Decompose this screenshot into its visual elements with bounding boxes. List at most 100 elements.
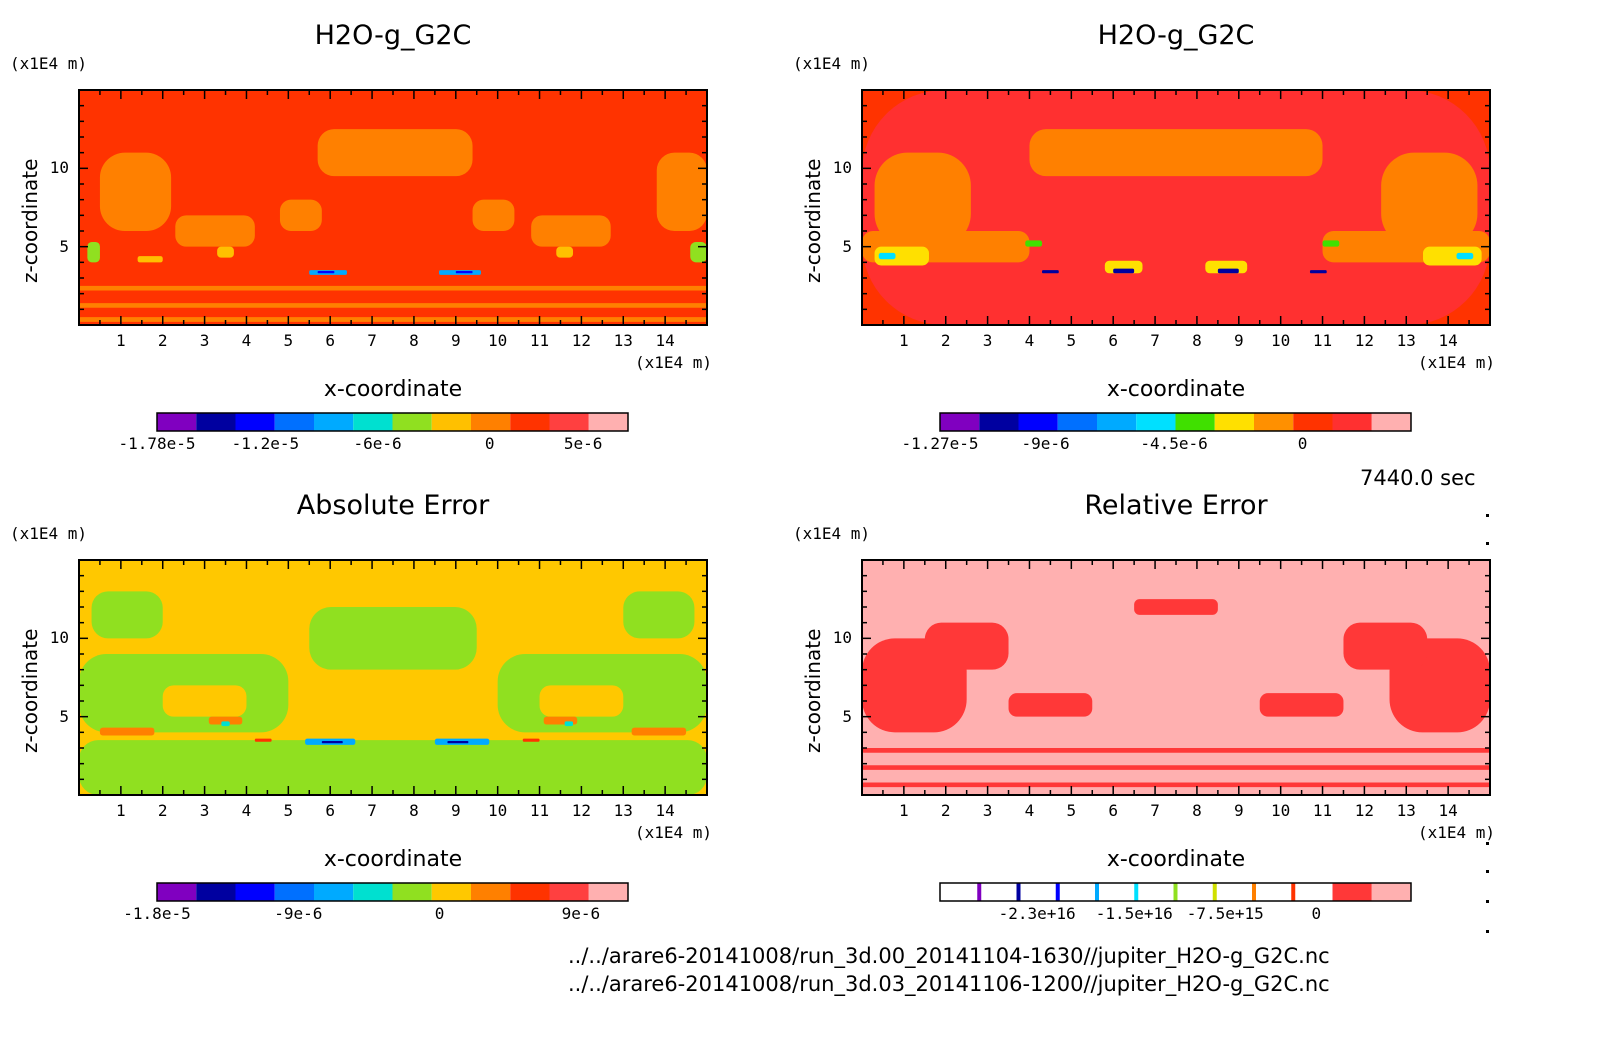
colorbar-stripe xyxy=(1291,883,1296,901)
colorbar-stripe xyxy=(977,883,982,901)
x-tick-label: 10 xyxy=(1271,801,1291,820)
x-tick-label: 5 xyxy=(1066,331,1077,350)
contour-region xyxy=(539,685,624,717)
margin-dot xyxy=(1486,930,1489,933)
x-tick-label: 13 xyxy=(1396,331,1416,350)
x-tick-label: 9 xyxy=(1233,801,1244,820)
y-tick-label: 10 xyxy=(832,158,852,178)
contour-region xyxy=(79,740,707,795)
x-tick-label: 7 xyxy=(1150,801,1160,820)
contour-region xyxy=(924,622,1009,670)
colorbar-stripe xyxy=(1134,883,1139,901)
x-tick-label: 9 xyxy=(1233,331,1244,350)
x-tick-label: 12 xyxy=(571,801,592,820)
chart-title: H2O-g_G2C xyxy=(1097,20,1255,51)
chart-title: Absolute Error xyxy=(296,490,490,521)
colorbar-segment xyxy=(157,413,197,431)
x-tick-label: 3 xyxy=(982,331,993,350)
y-tick-label: 5 xyxy=(59,706,69,726)
margin-dot xyxy=(1486,842,1489,845)
contour-region xyxy=(1042,270,1059,274)
contour-region xyxy=(1343,622,1428,670)
contour-region xyxy=(862,782,1490,788)
colorbar-tick-label: -9e-6 xyxy=(274,904,323,923)
colorbar-segment xyxy=(588,413,628,431)
contour-region xyxy=(221,721,230,727)
colorbar-segment xyxy=(1136,413,1176,431)
contour-region xyxy=(217,246,234,258)
colorbar-tick-label: -6e-6 xyxy=(353,434,402,453)
colorbar-segment xyxy=(1254,413,1294,431)
colorbar-segment xyxy=(392,413,432,431)
x-tick-label: 11 xyxy=(529,801,550,820)
colorbar-tick-label: 0 xyxy=(1297,434,1308,453)
x-tick-label: 2 xyxy=(940,801,951,820)
footer-line-2: ../../arare6-20141008/run_3d.03_20141106… xyxy=(568,972,1330,996)
contour-region xyxy=(1309,270,1327,274)
x-tick-label: 3 xyxy=(199,331,210,350)
x-tick-label: 11 xyxy=(1312,331,1333,350)
colorbar-tick-label: 0 xyxy=(484,434,495,453)
y-unit-label: (x1E4 m) xyxy=(10,54,88,73)
contour-region xyxy=(531,215,611,247)
margin-dot xyxy=(1486,514,1489,517)
contour-region xyxy=(878,252,896,260)
x-tick-label: 5 xyxy=(283,331,294,350)
footer-line-1: ../../arare6-20141008/run_3d.00_20141104… xyxy=(568,944,1330,968)
x-tick-label: 4 xyxy=(1024,801,1035,820)
x-tick-label: 3 xyxy=(199,801,210,820)
colorbar-segment xyxy=(1214,883,1254,901)
contour-region xyxy=(1008,693,1093,717)
x-unit-label: (x1E4 m) xyxy=(635,823,713,842)
colorbar-segment xyxy=(274,413,314,431)
x-tick-label: 4 xyxy=(1024,331,1035,350)
colorbar-segment xyxy=(1018,413,1058,431)
colorbar-frame xyxy=(939,882,1412,902)
colorbar-segment xyxy=(940,883,980,901)
x-axis-label: x-coordinate xyxy=(323,847,463,872)
contour-region xyxy=(321,740,343,744)
y-tick-label: 5 xyxy=(842,236,852,256)
contour-region xyxy=(1134,599,1218,615)
x-tick-label: 14 xyxy=(655,801,675,820)
x-tick-label: 13 xyxy=(613,801,633,820)
colorbar-tick-label: 5e-6 xyxy=(563,434,603,453)
contour-region xyxy=(1029,129,1323,177)
colorbar-segment xyxy=(235,413,275,431)
y-tick-label: 10 xyxy=(49,628,69,648)
colorbar-segment xyxy=(1332,883,1372,901)
contour-region xyxy=(309,607,477,670)
contour-region xyxy=(175,215,255,247)
colorbar-frame xyxy=(939,412,1412,432)
x-tick-label: 13 xyxy=(1396,801,1416,820)
x-axis-label: x-coordinate xyxy=(323,377,463,402)
contour-region xyxy=(874,246,929,266)
colorbar-segment xyxy=(431,413,471,431)
x-tick-label: 10 xyxy=(488,801,508,820)
x-tick-label: 1 xyxy=(116,331,126,350)
contour-region xyxy=(874,152,971,247)
colorbar-segment xyxy=(1097,883,1137,901)
x-tick-label: 12 xyxy=(1354,801,1375,820)
colorbar-segment xyxy=(940,413,980,431)
margin-dot xyxy=(1486,542,1489,545)
colorbar-segment xyxy=(549,883,589,901)
colorbar-stripe xyxy=(1212,883,1217,901)
contour-region xyxy=(862,765,1490,770)
colorbar-tick-label: -1.5e+16 xyxy=(1095,904,1173,923)
margin-dot xyxy=(1486,900,1489,903)
colorbar-segment xyxy=(1057,413,1097,431)
contour-region xyxy=(79,317,707,322)
contour-region xyxy=(79,303,707,308)
x-tick-label: 10 xyxy=(1271,331,1291,350)
x-unit-label: (x1E4 m) xyxy=(1418,353,1496,372)
colorbar-segment xyxy=(157,883,197,901)
x-tick-label: 14 xyxy=(1438,331,1458,350)
x-tick-label: 1 xyxy=(899,801,909,820)
colorbar-tick-label: 0 xyxy=(1311,904,1322,923)
colorbar-segment xyxy=(392,883,432,901)
colorbar-segment xyxy=(353,883,393,901)
colorbar-segment xyxy=(1371,413,1411,431)
colorbar-segment xyxy=(314,883,354,901)
x-tick-label: 9 xyxy=(450,331,461,350)
